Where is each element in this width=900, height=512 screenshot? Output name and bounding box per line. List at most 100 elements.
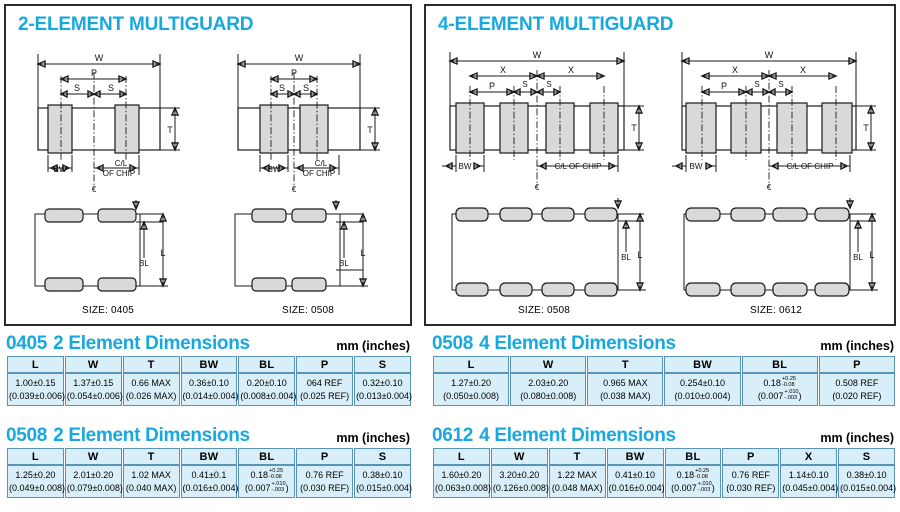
paren-close: ) <box>711 482 715 493</box>
table-cell: 064 REF (0.025 REF) <box>296 373 354 406</box>
value-inches: (0.040 MAX) <box>125 482 177 493</box>
drawing-0612-4el: W X X P S <box>672 50 878 297</box>
value-inches: (0.048 MAX) <box>551 482 603 493</box>
dim-label-s-left: S <box>279 83 285 93</box>
pad-bottom-1 <box>44 277 84 292</box>
value-mm: 0.76 REF <box>305 470 344 481</box>
dim-label-bl: BL <box>339 259 349 268</box>
pad-bottom-2 <box>291 277 327 292</box>
table-cell: 1.25±0.20 (0.049±0.008) <box>7 465 65 498</box>
value-inches-nominal: (0.007 <box>671 482 697 493</box>
value-mm: 1.22 MAX <box>557 470 597 481</box>
value-inches: (0.026 MAX) <box>125 390 177 401</box>
dim-label-cl-of-chip: C/L OF CHIP <box>787 162 834 171</box>
figure-0405-2el: W P S S <box>8 42 208 324</box>
col-header: BL <box>238 448 296 465</box>
tolerance-upper: +0.25 <box>695 468 710 475</box>
pad-top-3 <box>541 207 575 222</box>
table-cell: 1.60±0.20 (0.063±0.008) <box>433 465 491 498</box>
table-name-0612: 4 Element Dimensions <box>479 425 676 446</box>
dim-label-cl-of-chip: C/L OF CHIP <box>555 162 602 171</box>
table-cell: 3.20±0.20 (0.126±0.008) <box>490 465 549 498</box>
dim-label-bl: BL <box>139 259 149 268</box>
table-units-0405: mm (inches) <box>336 339 410 353</box>
dim-label-x-right: X <box>568 65 574 75</box>
col-header: BL <box>741 356 818 373</box>
size-label-0508-2el: SIZE: 0508 <box>281 305 335 316</box>
tolerance-lower: -0.08 <box>695 474 708 481</box>
table-header-row: L W T BW BL P S <box>7 356 411 373</box>
value-inches: (0.013±0.004) <box>356 390 413 401</box>
table-header-0612-4el: 0612 4 Element Dimensions mm (inches) <box>432 424 896 448</box>
dim-label-s-right: S <box>778 80 783 89</box>
pad-top-1 <box>251 208 287 223</box>
col-header: L <box>7 448 64 465</box>
value-inches: (0.045±0.004) <box>782 482 839 493</box>
col-header: S <box>354 356 411 373</box>
pad-bottom-4 <box>814 282 850 297</box>
table-row: 1.25±0.20 (0.049±0.008) 2.01±0.20 (0.079±0… <box>7 465 412 498</box>
dim-label-s-left: S <box>74 83 80 93</box>
pad-bottom-1 <box>251 277 287 292</box>
value-mm: 0.66 MAX <box>131 378 171 389</box>
dim-label-s-right: S <box>546 80 551 89</box>
table-cell: 0.76 REF (0.030 REF) <box>296 465 354 498</box>
pad-bottom-3 <box>772 282 808 297</box>
dim-label-x-left: X <box>732 65 738 75</box>
diagram-group-4-element: W X X P <box>426 42 894 324</box>
table-cell: 1.00±0.15 (0.039±0.006) <box>7 373 65 406</box>
table-block-0508-4el: 0508 4 Element Dimensions mm (inches) L W… <box>432 332 896 406</box>
value-mm-nominal: 0.18 <box>676 470 695 481</box>
dim-label-w: W <box>95 53 104 63</box>
dim-label-ofchip: OF CHIP <box>103 169 135 178</box>
dimension-table-0508-4el: L W T BW BL P 1.27±0.20 (0.050±0.008) 2.0… <box>432 356 896 406</box>
centerline-symbol: € <box>767 183 772 192</box>
tolerance-upper: +0.25 <box>268 468 284 475</box>
value-mm: 1.60±0.20 <box>441 470 482 481</box>
value-inches: (0.030 REF) <box>726 482 776 493</box>
pad-top-2 <box>730 207 766 222</box>
table-title-0508-2el: 0508 2 Element Dimensions <box>6 425 250 447</box>
panel-2-element: 2-ELEMENT MULTIGUARD W P <box>4 4 412 326</box>
table-cell: 0.41±0.1 (0.016±0.004) <box>180 465 239 498</box>
value-inches: (0.010±0.004) <box>674 390 731 401</box>
table-size-0405: 0405 <box>6 333 48 354</box>
value-mm: 0.254±0.10 <box>680 378 726 389</box>
value-inches: (0.008±0.004) <box>240 390 297 401</box>
dim-label-bl: BL <box>853 253 863 262</box>
value-mm: 0.41±0.10 <box>615 470 656 481</box>
col-header: W <box>64 356 122 373</box>
dim-label-t: T <box>863 123 869 133</box>
figure-0612-4el: W X X P S <box>660 42 892 324</box>
pad-bottom-2 <box>499 282 533 297</box>
dim-label-w: W <box>765 50 774 60</box>
dim-label-bw: BW <box>268 165 281 174</box>
value-inches-nominal: (0.007 <box>757 390 784 401</box>
value-mm: 0.38±0.10 <box>846 470 887 481</box>
pad-top-2 <box>97 208 137 223</box>
pad-top-4 <box>814 207 850 222</box>
table-name-0405: 2 Element Dimensions <box>53 333 250 354</box>
value-mm: 1.25±0.20 <box>15 470 56 481</box>
panel-4-element: 4-ELEMENT MULTIGUARD W X <box>424 4 896 326</box>
pad-bottom-1 <box>455 282 489 297</box>
table-units-0508-2: mm (inches) <box>336 431 410 445</box>
dim-label-p: P <box>721 81 727 91</box>
dim-label-s-left: S <box>754 80 759 89</box>
table-title-0405-2el: 0405 2 Element Dimensions <box>6 333 250 355</box>
col-header: T <box>122 448 180 465</box>
value-mm: 0.38±0.10 <box>362 470 403 481</box>
table-cell: 1.37±0.15 (0.054±0.006) <box>64 373 123 406</box>
table-cell: 0.38±0.10 (0.015±0.004) <box>354 465 412 498</box>
table-cell: 1.22 MAX (0.048 MAX) <box>548 465 606 498</box>
size-label-0405-2el: SIZE: 0405 <box>81 305 135 316</box>
tolerance-lower: -.003 <box>697 486 711 493</box>
dim-label-bw: BW <box>459 162 472 171</box>
table-cell: 0.965 MAX (0.038 MAX) <box>587 373 664 406</box>
table-cell: 0.20±0.10 (0.008±0.004) <box>238 373 297 406</box>
tolerance-inches: +.010 -.003 <box>697 481 712 494</box>
dimension-table-0405-2el: L W T BW BL P S 1.00±0.15 (0.039±0.006) 1… <box>6 356 412 406</box>
panel-title-4-element: 4-ELEMENT MULTIGUARD <box>438 14 674 35</box>
table-row: 1.27±0.20 (0.050±0.008) 2.03±0.20 (0.080±0… <box>433 373 895 406</box>
table-row: 1.60±0.20 (0.063±0.008) 3.20±0.20 (0.126±0… <box>433 465 896 498</box>
